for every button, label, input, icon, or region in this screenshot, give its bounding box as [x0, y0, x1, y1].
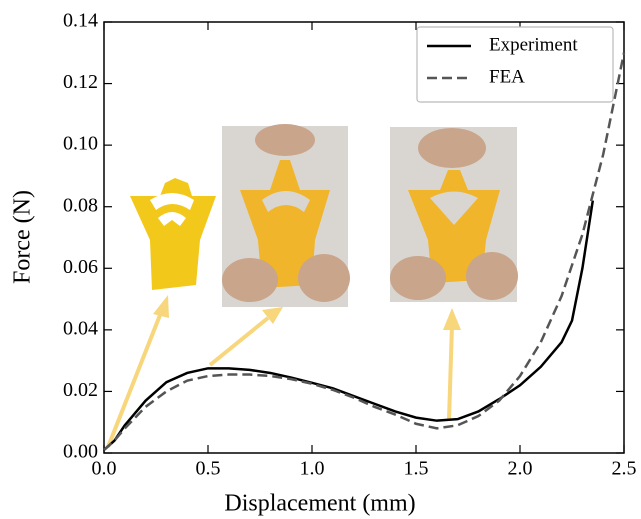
- x-tick-label: 0.5: [196, 458, 221, 480]
- y-axis-title: Force (N): [10, 190, 36, 284]
- y-tick-label: 0.04: [63, 317, 98, 339]
- x-tick-label: 1.5: [404, 458, 429, 480]
- y-tick-label: 0.10: [63, 133, 98, 155]
- y-tick-label: 0.08: [63, 194, 98, 216]
- photo-press-1: [222, 124, 350, 307]
- x-tick-label: 1.0: [300, 458, 325, 480]
- legend-label: FEA: [489, 66, 525, 87]
- y-tick-label: 0.06: [63, 256, 98, 278]
- arrows: [108, 295, 461, 447]
- legend-label: Experiment: [489, 34, 578, 55]
- y-tick-label: 0.02: [63, 379, 98, 401]
- x-tick-label: 2.0: [508, 458, 533, 480]
- x-tick-label: 2.5: [612, 458, 637, 480]
- y-tick-label: 0.12: [63, 71, 98, 93]
- chart: Displacement (mm) Force (N) 0.00.51.01.5…: [0, 0, 641, 519]
- y-tick-label: 0.00: [63, 441, 98, 463]
- x-axis-title: Displacement (mm): [224, 491, 415, 517]
- photo-specimen: [130, 178, 216, 290]
- y-tick-label: 0.14: [63, 10, 98, 32]
- photo-press-2: [390, 127, 518, 302]
